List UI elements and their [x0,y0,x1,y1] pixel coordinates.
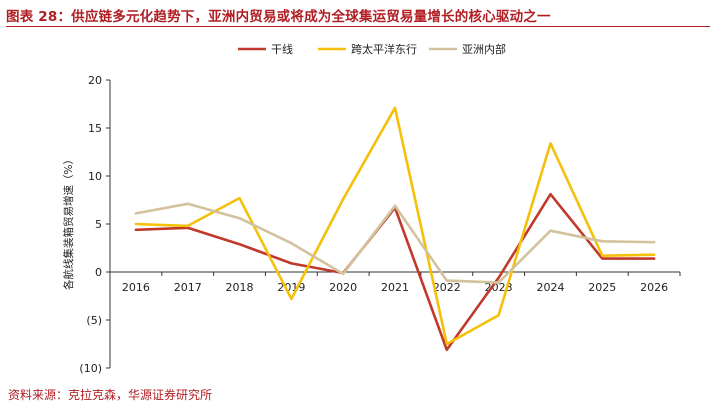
x-tick-label: 2019 [277,281,305,294]
y-tick-label: 15 [88,122,102,135]
x-tick-label: 2024 [536,281,564,294]
x-tick-label: 2022 [433,281,461,294]
y-tick-label: 10 [88,170,102,183]
x-tick-label: 2020 [329,281,357,294]
y-axis-label: 各航线集装箱贸易增速（%） [62,154,75,290]
y-tick-label: (10) [79,362,102,375]
y-tick-label: 20 [88,74,102,87]
legend-label: 跨太平洋东行 [351,42,417,56]
y-tick-label: 0 [95,266,102,279]
series-line-2 [134,106,656,346]
x-tick-label: 2025 [588,281,616,294]
x-tick-label: 2018 [226,281,254,294]
axes: 20 15 10 5 0 (5) (10) 2016 2017 2018 2019 2020 2021 2… [79,74,681,375]
legend-label: 干线 [271,42,293,56]
legend: 干线 跨太平洋东行 亚洲内部 [238,42,506,56]
x-tick-label: 2021 [381,281,409,294]
x-tick-label: 2016 [122,281,150,294]
y-tick-label: 5 [95,218,102,231]
series-line-3 [134,202,656,284]
title-divider [6,26,710,27]
y-tick-label: (5) [86,314,102,327]
x-tick-label: 2026 [640,281,668,294]
source-note: 资料来源：克拉克森，华源证券研究所 [8,388,213,402]
x-tick-label: 2017 [174,281,202,294]
chart-title: 图表 28：供应链多元化趋势下，亚洲内贸易或将成为全球集运贸易量增长的核心驱动之… [6,9,551,25]
series-lines [134,106,656,352]
legend-label: 亚洲内部 [462,42,506,56]
